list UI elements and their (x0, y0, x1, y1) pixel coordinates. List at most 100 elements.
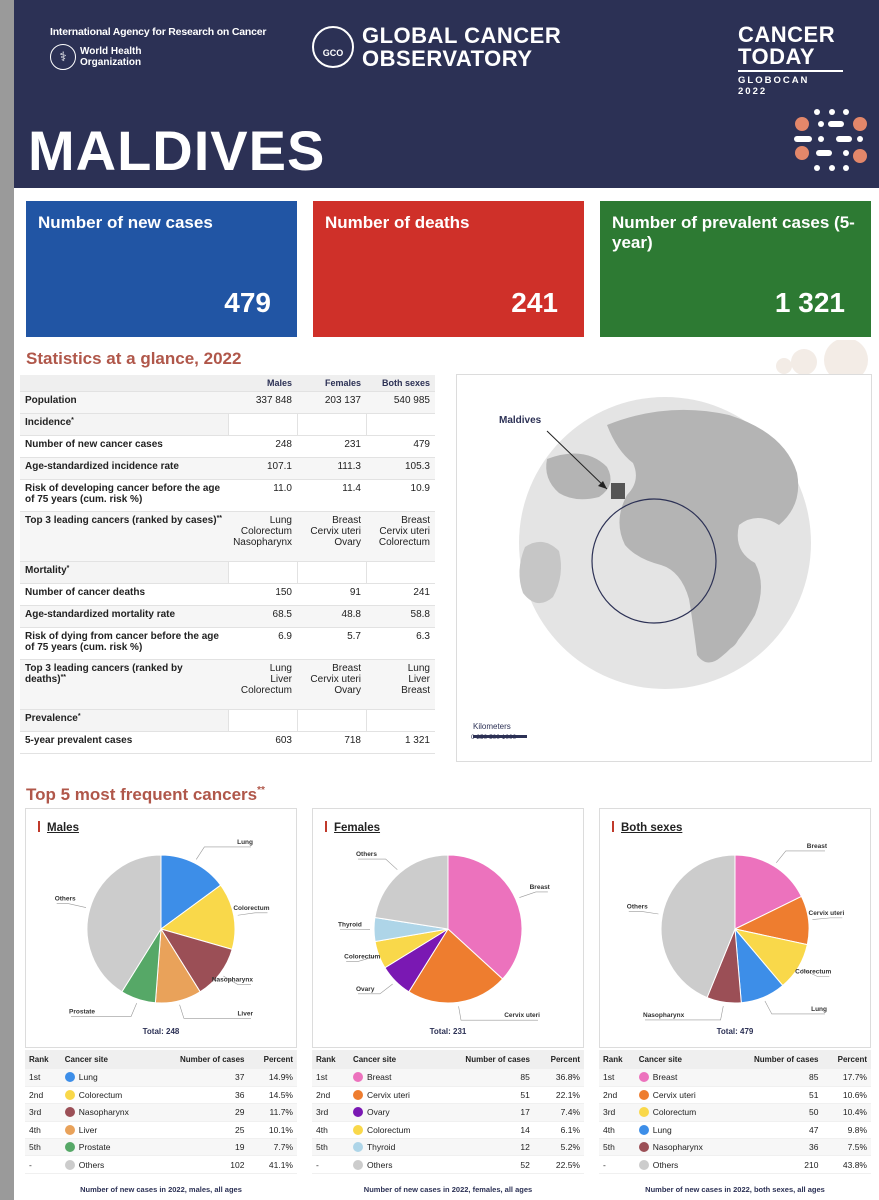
table-row: 3rd Colorectum 50 10.4% (599, 1103, 871, 1122)
table-row: 3rd Ovary 17 7.4% (312, 1103, 584, 1122)
ct-rule (738, 70, 843, 72)
gco-line1: GLOBAL CANCER (362, 23, 562, 48)
legend-swatch (638, 1090, 649, 1101)
prevalent-value: 1 321 (774, 287, 845, 318)
leader-line (812, 917, 843, 920)
row-new-cases: Number of new cancer cases 248 231 479 (20, 435, 435, 458)
rank: 5th (25, 1138, 61, 1157)
table-row: - Others 102 41.1% (25, 1155, 297, 1174)
cancer-site: Thyroid (366, 1142, 396, 1153)
table-row: 3rd Nasopharynx 29 11.7% (25, 1103, 297, 1122)
legend-swatch (638, 1159, 649, 1170)
globe-map (473, 397, 811, 738)
legend-swatch (64, 1090, 75, 1101)
legend-swatch (352, 1124, 363, 1135)
cases: 14 (436, 1121, 534, 1140)
col-females: Females (297, 375, 366, 392)
pie-chart-females: Breast Cervix uteri Ovary Colorectum Thyroid… (338, 851, 551, 1021)
row-population: Population 337 848 203 137 540 985 (20, 391, 435, 414)
legend-swatch (352, 1107, 363, 1118)
percent: 22.1% (533, 1086, 584, 1105)
cases: 210 (728, 1155, 823, 1174)
legend-swatch (64, 1072, 75, 1083)
map-country-label: Maldives (499, 415, 542, 426)
table-row: 5th Nasopharynx 36 7.5% (599, 1138, 871, 1157)
cases: 25 (154, 1121, 249, 1140)
who-line2: Organization (80, 57, 142, 68)
iarc-logo-text: International Agency for Research on Can… (50, 26, 267, 38)
col-males: Males (228, 375, 297, 392)
rank: 1st (25, 1069, 61, 1087)
leader-line (776, 850, 825, 863)
pie-slice-breast (447, 854, 523, 980)
percent: 9.8% (822, 1121, 871, 1140)
table-caption-both: Number of new cases in 2022, both sexes,… (645, 1185, 825, 1194)
pie-label: Breast (807, 843, 828, 850)
percent: 7.5% (822, 1138, 871, 1157)
pie-label: Lung (237, 839, 253, 846)
pie-chart-both: Breast Cervix uteri Colorectum Lung Nasophar… (627, 843, 844, 1021)
cancer-site: Ovary (366, 1107, 390, 1118)
row-asr-mortality: Age-standardized mortality rate 68.5 48.… (20, 605, 435, 628)
rank: 5th (312, 1138, 349, 1157)
col-cases: Number of cases (436, 1050, 534, 1069)
decorative-dots-icon (794, 109, 867, 171)
col-percent: Percent (248, 1050, 297, 1069)
cases: 85 (436, 1069, 534, 1087)
pie-total: Total: 231 (429, 1027, 467, 1036)
cancer-site: Liver (78, 1124, 98, 1135)
row-mortality-section: Mortality* (20, 561, 435, 584)
cancer-site: Cervix uteri (366, 1090, 410, 1101)
pie-label: Others (55, 896, 76, 903)
cancer-site: Nasopharynx (78, 1107, 129, 1118)
ct-line1: CANCER (738, 22, 836, 47)
cases: 52 (436, 1155, 534, 1174)
leader-line (358, 858, 398, 870)
gco-telescope-icon: GCO (312, 26, 354, 68)
cancer-today-logo: CANCER TODAY GLOBOCAN 2022 (738, 24, 843, 97)
legend-swatch (64, 1124, 75, 1135)
map-scale-numbers: 0 250 500 1000 (471, 734, 517, 741)
col-site: Cancer site (60, 1050, 155, 1069)
cases: 36 (154, 1086, 249, 1105)
country-title: MALDIVES (28, 119, 326, 182)
cases: 50 (728, 1103, 823, 1122)
pie-label: Nasopharynx (212, 976, 254, 983)
pie-label: Colorectum (233, 905, 269, 912)
pie-label: Ovary (356, 986, 375, 993)
rank: - (312, 1155, 349, 1174)
pie-label: Breast (530, 884, 551, 891)
pie-label: Nasopharynx (643, 1012, 685, 1019)
stats-table: Males Females Both sexes Population 337 … (20, 375, 435, 754)
cases: 51 (728, 1086, 823, 1105)
percent: 22.5% (533, 1155, 584, 1174)
col-cases: Number of cases (728, 1050, 823, 1069)
rank: 3rd (25, 1103, 61, 1122)
cases: 36 (728, 1138, 823, 1157)
legend-swatch (64, 1142, 75, 1153)
percent: 36.8% (533, 1069, 584, 1087)
ct-subtitle: GLOBOCAN 2022 (738, 75, 810, 97)
cancer-site: Prostate (78, 1142, 111, 1153)
cases: 17 (436, 1103, 534, 1122)
percent: 5.2% (533, 1138, 584, 1157)
new-cases-box: Number of new cases 479 (26, 201, 297, 337)
cases-table-males: Rank Cancer site Number of cases Percent 1st… (25, 1050, 297, 1174)
pie-label: Colorectum (344, 953, 380, 960)
top5-section-title: Top 5 most frequent cancers** (26, 785, 265, 804)
cases: 47 (728, 1121, 823, 1140)
leader-line (71, 1003, 137, 1017)
prevalent-label: Number of prevalent cases (5-year) (612, 213, 855, 252)
cases: 12 (436, 1138, 534, 1157)
pie-label: Others (356, 851, 377, 858)
col-percent: Percent (533, 1050, 584, 1069)
cancer-site: Colorectum (652, 1107, 697, 1118)
cancer-site: Others (652, 1159, 679, 1170)
decorative-bubbles-icon (776, 340, 868, 380)
row-asr-incidence: Age-standardized incidence rate 107.1 11… (20, 457, 435, 480)
col-site: Cancer site (348, 1050, 437, 1069)
leader-line (195, 846, 251, 860)
row-prevalent-cases: 5-year prevalent cases 603 718 1 321 (20, 731, 435, 754)
table-header-row: Rank Cancer site Number of cases Percent (599, 1050, 871, 1069)
cases-table-both: Rank Cancer site Number of cases Percent 1st… (599, 1050, 871, 1174)
